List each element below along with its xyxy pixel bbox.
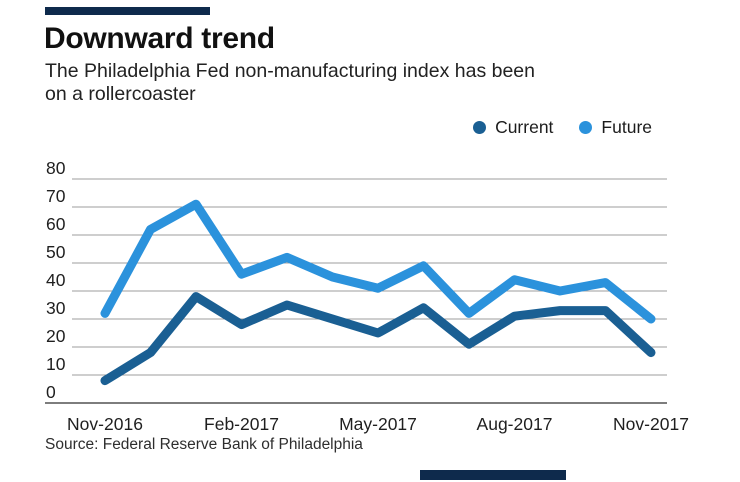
y-tick-label: 60 xyxy=(46,214,66,234)
x-tick-label: Nov-2016 xyxy=(67,414,143,434)
x-tick-label: Aug-2017 xyxy=(477,414,553,434)
subtitle-line-2: on a rollercoaster xyxy=(45,83,196,105)
bottom-brand-bar xyxy=(420,470,566,480)
series-line-current xyxy=(100,292,656,386)
y-tick-label: 80 xyxy=(46,158,66,178)
legend-current-label: Current xyxy=(495,116,554,137)
legend-future-label: Future xyxy=(601,116,652,137)
legend-item-future: Future xyxy=(579,117,652,138)
series-line-future xyxy=(100,199,656,324)
y-tick-label: 0 xyxy=(46,382,56,402)
y-tick-label: 40 xyxy=(46,270,66,290)
y-tick-label: 10 xyxy=(46,354,66,374)
y-tick-label: 20 xyxy=(46,326,66,346)
x-tick-label: May-2017 xyxy=(339,414,417,434)
page-subtitle: The Philadelphia Fed non-manufacturing i… xyxy=(45,60,685,106)
y-tick-label: 30 xyxy=(46,298,66,318)
subtitle-line-1: The Philadelphia Fed non-manufacturing i… xyxy=(45,60,535,82)
source-text: Source: Federal Reserve Bank of Philadel… xyxy=(45,436,363,453)
x-tick-label: Nov-2017 xyxy=(613,414,689,434)
legend-current-dot-icon xyxy=(473,120,487,134)
top-brand-bar xyxy=(45,7,210,15)
y-tick-label: 50 xyxy=(46,242,66,262)
page-title: Downward trend xyxy=(44,22,275,55)
x-tick-label: Feb-2017 xyxy=(204,414,279,434)
y-tick-label: 70 xyxy=(46,186,66,206)
legend-future-dot-icon xyxy=(579,120,593,134)
chart-legend: Current Future xyxy=(473,117,652,137)
legend-item-current: Current xyxy=(473,117,553,138)
